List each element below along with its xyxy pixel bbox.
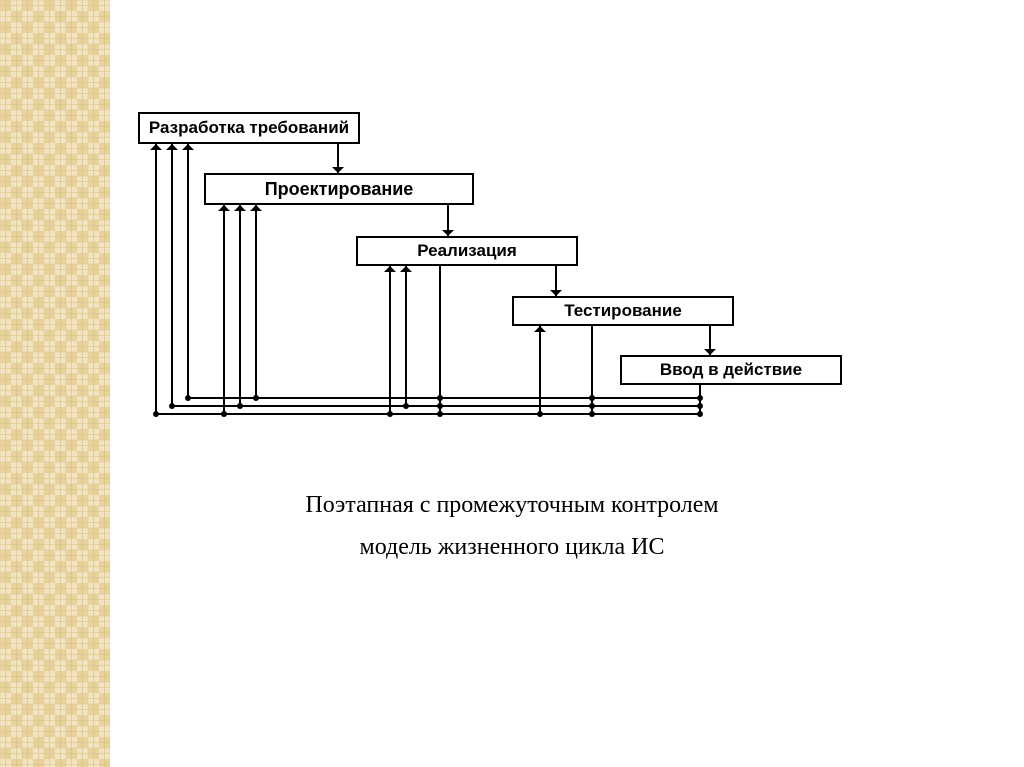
caption-line-2: модель жизненного цикла ИС (0, 534, 1024, 561)
caption-line-1: Поэтапная с промежуточным контролем (0, 492, 1024, 519)
flow-node-label: Тестирование (564, 301, 682, 321)
sidebar-pattern (0, 0, 110, 767)
flow-node-label: Разработка требований (149, 118, 349, 138)
flow-node-n1: Разработка требований (138, 112, 360, 144)
flow-node-label: Ввод в действие (660, 360, 802, 380)
flow-node-n5: Ввод в действие (620, 355, 842, 385)
flow-node-label: Реализация (417, 241, 517, 261)
flow-node-n4: Тестирование (512, 296, 734, 326)
page-root: { "type": "flowchart", "background_color… (0, 0, 1024, 767)
flow-node-label: Проектирование (265, 179, 414, 200)
flow-node-n3: Реализация (356, 236, 578, 266)
flow-node-n2: Проектирование (204, 173, 474, 205)
